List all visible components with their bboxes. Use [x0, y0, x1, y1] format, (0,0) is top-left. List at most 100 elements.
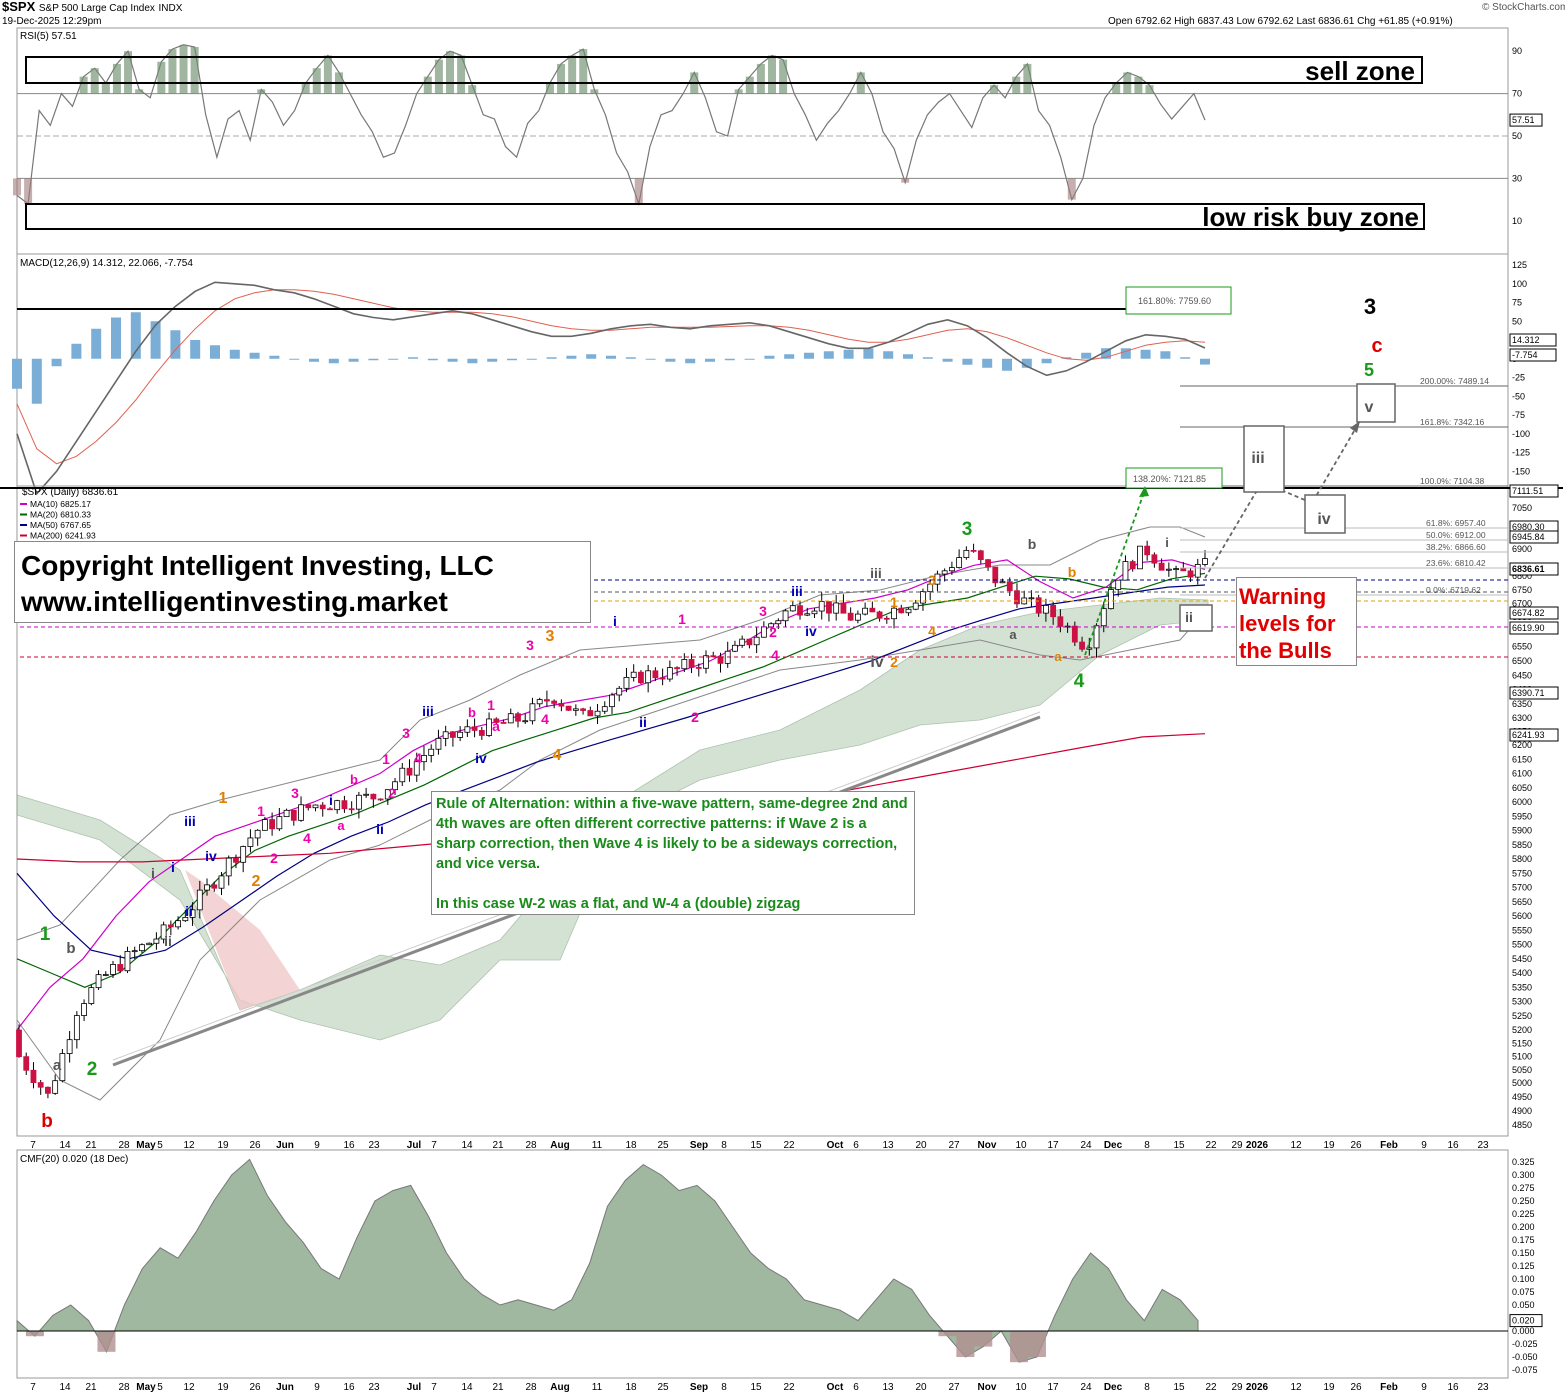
candle-down	[290, 809, 297, 821]
x-axis-label-cmf: Sep	[690, 1382, 708, 1393]
projection-arrowhead-green	[1139, 486, 1149, 497]
rsi-oversold-fill	[901, 178, 910, 183]
price-right-label: 6241.93	[1512, 730, 1545, 740]
macd-histogram-bar	[764, 355, 775, 359]
wave-label: 1	[382, 751, 390, 767]
ma-legend-label: MA(20) 6810.33	[30, 510, 91, 520]
candle-up	[153, 938, 160, 944]
x-axis-label-cmf: 21	[85, 1382, 97, 1393]
rsi-overbought-fill	[446, 51, 455, 94]
candle-up	[355, 794, 362, 810]
candle-down	[898, 607, 905, 614]
fib-level-label: 61.8%: 6957.40	[1426, 518, 1486, 528]
macd-histogram-bar	[566, 355, 577, 359]
candle-up	[124, 951, 131, 972]
symbol: $SPX	[2, 0, 36, 14]
cmf-tick-label: 0.150	[1512, 1248, 1535, 1258]
target-161-label: 161.80%: 7759.60	[1138, 296, 1211, 306]
x-axis-label-price: 22	[783, 1140, 795, 1151]
price-right-label: 6619.90	[1512, 623, 1545, 633]
macd-histogram-bar	[210, 345, 220, 359]
macd-last-value: 14.312	[1512, 335, 1540, 345]
macd-histogram-bar	[71, 343, 82, 359]
wave-label: 2	[388, 785, 396, 801]
macd-histogram-bar	[645, 358, 656, 360]
macd-histogram-bar	[606, 355, 616, 359]
candle-down	[348, 808, 355, 811]
target-138-box	[1125, 467, 1223, 489]
macd-tick-label: 125	[1512, 260, 1527, 270]
wave-label: a	[1009, 627, 1017, 642]
rsi-overbought-fill	[90, 68, 99, 94]
price-tick-label: 6300	[1512, 713, 1532, 723]
rsi-overbought-fill	[79, 76, 88, 94]
x-axis-label-cmf: 28	[118, 1382, 130, 1393]
x-axis-label-cmf: Jun	[276, 1382, 294, 1393]
x-axis-label-cmf: 15	[1173, 1382, 1185, 1393]
wave-label: 2	[252, 873, 261, 890]
macd-histogram-bar	[942, 358, 953, 362]
candle-down	[319, 804, 326, 810]
macd-histogram-bar	[705, 358, 715, 362]
candle-up	[160, 924, 167, 940]
x-axis-label-price: 12	[183, 1140, 195, 1151]
rsi-overbought-fill	[779, 59, 788, 94]
macd-histogram-bar	[586, 354, 597, 359]
price-tick-label: 5600	[1512, 911, 1532, 921]
x-axis-label-cmf: 25	[657, 1382, 669, 1393]
x-axis-label-cmf: 26	[249, 1382, 261, 1393]
wave-label: i	[613, 613, 617, 629]
wave-label: iv	[1317, 511, 1330, 528]
wave-label: ii	[1185, 609, 1193, 625]
candle-down	[341, 800, 348, 810]
wave-label: iv	[805, 623, 817, 639]
macd-histogram-bar	[685, 358, 696, 364]
wave-label: 2	[270, 850, 278, 866]
wave-label: iii	[184, 813, 196, 829]
candle-up	[948, 567, 955, 572]
copyright-line-2: www.intelligentinvesting.market	[21, 586, 448, 617]
price-right-label-box	[1509, 728, 1559, 742]
ohlc-readout: Open 6792.62 High 6837.43 Low 6792.62 La…	[1108, 16, 1453, 27]
price-tick-label: 7050	[1512, 503, 1532, 513]
x-axis-label-cmf: 2026	[1246, 1382, 1269, 1393]
x-axis-label-price: 15	[1173, 1140, 1185, 1151]
candle-down	[471, 726, 478, 731]
wave-ii-box	[1179, 604, 1213, 632]
x-axis-label-price: 7	[30, 1140, 36, 1151]
rsi-overbought-fill	[434, 59, 443, 94]
candle-down	[478, 730, 485, 736]
candle-down	[1129, 561, 1136, 570]
x-axis-label-cmf: 22	[1205, 1382, 1217, 1393]
candle-up	[413, 761, 420, 776]
x-axis-label-cmf: 13	[882, 1382, 894, 1393]
x-axis-label-price: 13	[882, 1140, 894, 1151]
x-axis-label-price: 23	[1477, 1140, 1489, 1151]
candle-up	[572, 708, 579, 711]
exchange: INDX	[158, 3, 183, 14]
price-tick-label: 5150	[1512, 1038, 1532, 1048]
candle-up	[261, 819, 268, 831]
price-tick-label: 6450	[1512, 670, 1532, 680]
candle-down	[580, 708, 586, 711]
candle-down	[377, 798, 384, 801]
candle-up	[196, 889, 203, 911]
x-axis-label-cmf: 22	[783, 1382, 795, 1393]
macd-histogram-bar	[843, 349, 854, 359]
cmf-tick-label: -0.075	[1512, 1365, 1538, 1375]
fib-level-label: 23.6%: 6810.42	[1426, 558, 1486, 568]
symbol-title: $SPX S&P 500 Large Cap Index INDX	[2, 0, 182, 14]
x-axis-label-cmf: Nov	[978, 1382, 997, 1393]
wave-iv-projection-box	[1304, 494, 1346, 534]
candle-up	[240, 846, 247, 863]
candle-down	[1006, 581, 1013, 592]
candle-up	[1028, 597, 1035, 600]
candle-up	[616, 687, 623, 696]
candle-up	[681, 659, 688, 670]
x-axis-label-cmf: 16	[1447, 1382, 1459, 1393]
wave-label: 2	[769, 624, 777, 640]
macd-histogram-bar	[1002, 358, 1012, 371]
rule-paragraph-2: In this case W-2 was a flat, and W-4 a (…	[436, 896, 801, 912]
candle-down	[233, 857, 239, 863]
fib-level-label: 0.0%: 6719.62	[1426, 585, 1481, 595]
